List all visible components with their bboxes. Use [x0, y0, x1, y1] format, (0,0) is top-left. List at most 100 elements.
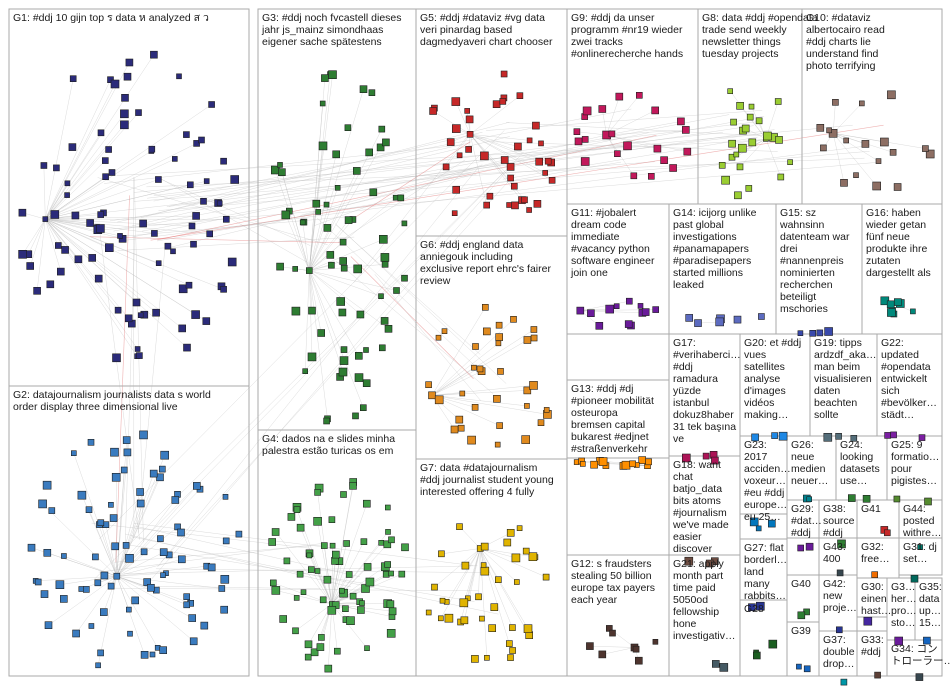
edge: [832, 133, 877, 187]
node-g21: [711, 660, 720, 668]
group-label-g22: G22: updated #opendata entwickelt sich #bevöl…: [881, 337, 937, 421]
node-g6: [496, 422, 503, 429]
node-g1: [208, 101, 215, 108]
node-g3: [302, 368, 309, 375]
node-g2: [120, 466, 128, 474]
node-g2: [200, 621, 209, 630]
node-g7: [471, 655, 479, 663]
node-g3: [291, 306, 301, 316]
node-g14: [758, 313, 765, 320]
node-g15: [797, 330, 804, 337]
edge: [156, 175, 308, 263]
node-g3: [312, 199, 321, 208]
node-g4: [271, 528, 280, 536]
node-g2: [100, 571, 109, 580]
node-g6: [493, 394, 501, 403]
node-g4: [329, 542, 336, 549]
node-g16: [886, 300, 895, 309]
edge: [45, 219, 62, 272]
edge: [517, 125, 754, 161]
node-g3: [323, 201, 330, 208]
edge: [123, 565, 478, 574]
edge: [309, 187, 338, 271]
node-g1: [33, 286, 41, 295]
edge: [105, 524, 118, 577]
node-g4: [386, 628, 396, 638]
node-g5: [500, 156, 509, 164]
node-g4: [398, 570, 406, 578]
node-g6: [481, 303, 489, 311]
group-label-g16: G16: haben wieder getan fünf neue produkte …: [865, 207, 931, 279]
node-g7: [506, 528, 515, 537]
node-g1: [88, 254, 96, 262]
edge: [36, 219, 46, 291]
node-g8: [763, 131, 772, 141]
node-g2: [125, 553, 134, 563]
edge: [374, 274, 481, 401]
node-g5: [521, 196, 528, 204]
node-g3: [397, 194, 405, 202]
node-g1: [151, 230, 158, 237]
node-g4: [331, 550, 340, 559]
node-g6: [537, 419, 545, 427]
node-g4: [388, 570, 394, 577]
edge: [116, 499, 176, 577]
node-g9: [598, 105, 607, 113]
node-g27: [755, 601, 765, 611]
edge: [113, 114, 730, 232]
edge: [832, 103, 862, 134]
node-g3: [339, 238, 347, 246]
node-g17: [711, 456, 719, 465]
node-g3: [334, 185, 341, 191]
node-g4: [314, 568, 321, 574]
node-g10: [840, 179, 848, 187]
node-g3: [339, 356, 349, 365]
edge: [103, 576, 118, 613]
node-g10: [826, 127, 832, 134]
edge: [116, 565, 207, 577]
edge: [45, 78, 74, 220]
node-g11: [587, 309, 595, 318]
node-g3: [384, 324, 393, 333]
node-g3: [340, 264, 348, 272]
node-g5: [452, 186, 461, 194]
node-g23: [749, 517, 759, 527]
node-g6: [441, 328, 448, 335]
edge: [116, 473, 154, 577]
edge: [445, 134, 471, 168]
node-g13: [629, 460, 636, 468]
edge: [335, 224, 481, 355]
edge: [431, 329, 535, 396]
node-g2: [189, 637, 198, 646]
node-g6: [495, 321, 503, 329]
edge: [317, 521, 333, 605]
node-g1: [97, 129, 105, 137]
node-g1: [152, 308, 160, 317]
edge: [45, 160, 106, 220]
group-label-g26: G26: neue medien neuer…: [791, 439, 828, 487]
node-g4: [313, 516, 322, 526]
edge: [45, 218, 101, 229]
node-g15: [824, 327, 833, 336]
node-g2: [218, 585, 226, 592]
group-label-g43: G43: 400: [823, 541, 846, 565]
node-g2: [122, 436, 131, 444]
edge: [309, 270, 322, 334]
node-g39: [803, 665, 811, 673]
edge: [157, 586, 321, 590]
node-g6: [467, 435, 476, 445]
node-g1: [176, 73, 182, 80]
group-label-g11: G11: #jobalert dream code immediate #vacanc…: [570, 207, 655, 279]
node-g1: [223, 216, 230, 223]
node-g5: [466, 131, 474, 138]
edge: [134, 523, 474, 566]
node-g5: [429, 107, 437, 115]
node-g1: [42, 216, 49, 222]
node-g11: [605, 304, 615, 314]
node-g1: [18, 250, 27, 259]
group-label-g40: G40: [791, 578, 811, 590]
node-g11: [641, 308, 650, 316]
node-g2: [160, 450, 169, 460]
node-g8: [774, 98, 782, 105]
node-g2: [157, 535, 164, 542]
